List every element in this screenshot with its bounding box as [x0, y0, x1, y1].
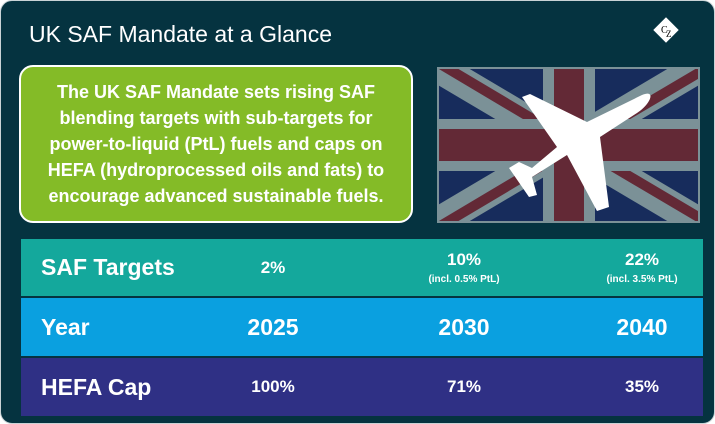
row-label: HEFA Cap: [41, 373, 152, 400]
table-row-hefa-cap: HEFA Cap 100% 71% 35%: [21, 358, 703, 416]
table-cell: 100%: [193, 358, 353, 416]
cell-value: 2030: [438, 313, 490, 340]
svg-text:Z: Z: [666, 29, 672, 39]
table-cell: 2030: [384, 298, 544, 356]
cell-value: 2025: [247, 313, 299, 340]
table-cell: 22% (incl. 3.5% PtL): [562, 239, 715, 296]
airplane-icon: [509, 93, 651, 211]
table-row-saf-targets: SAF Targets 2% 10% (incl. 0.5% PtL) 22% (i…: [21, 239, 703, 296]
cell-value: 2%: [260, 257, 286, 277]
table-cell: 35%: [562, 358, 715, 416]
uk-flag-airplane-image: [437, 67, 700, 223]
cell-note: (incl. 0.5% PtL): [428, 274, 500, 285]
row-label: SAF Targets: [41, 254, 175, 280]
row-label: Year: [41, 313, 90, 340]
table-row-year: Year 2025 2030 2040: [21, 298, 703, 356]
summary-box: The UK SAF Mandate sets rising SAF blend…: [19, 65, 413, 223]
svg-text:C: C: [661, 25, 668, 36]
cell-value: 10%: [446, 250, 482, 269]
table-cell: 2%: [193, 239, 353, 296]
cell-value: 2040: [616, 313, 668, 340]
cz-logo: C Z: [653, 17, 679, 43]
cell-value: 22%: [624, 250, 660, 269]
table-cell: 2025: [193, 298, 353, 356]
cell-value: 35%: [624, 377, 660, 396]
cell-value: 100%: [251, 377, 295, 396]
mandate-table: SAF Targets 2% 10% (incl. 0.5% PtL) 22% (i…: [21, 239, 703, 418]
table-cell: 10% (incl. 0.5% PtL): [384, 239, 544, 296]
table-cell: 71%: [384, 358, 544, 416]
cell-value: 71%: [446, 377, 482, 396]
table-cell: 2040: [562, 298, 715, 356]
cell-note: (incl. 3.5% PtL): [606, 274, 678, 285]
page-title: UK SAF Mandate at a Glance: [29, 21, 332, 47]
